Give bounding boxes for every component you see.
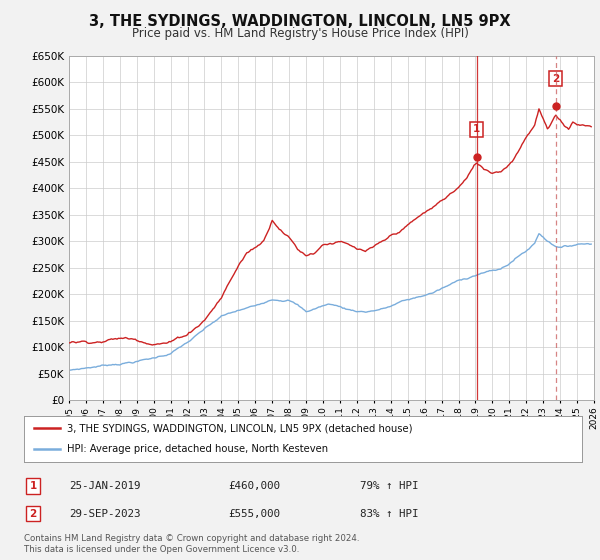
Text: Price paid vs. HM Land Registry's House Price Index (HPI): Price paid vs. HM Land Registry's House … (131, 27, 469, 40)
Text: This data is licensed under the Open Government Licence v3.0.: This data is licensed under the Open Gov… (24, 545, 299, 554)
Text: HPI: Average price, detached house, North Kesteven: HPI: Average price, detached house, Nort… (67, 445, 328, 455)
Text: £460,000: £460,000 (228, 481, 280, 491)
Text: 3, THE SYDINGS, WADDINGTON, LINCOLN, LN5 9PX: 3, THE SYDINGS, WADDINGTON, LINCOLN, LN5… (89, 14, 511, 29)
Text: 83% ↑ HPI: 83% ↑ HPI (360, 508, 419, 519)
Text: 25-JAN-2019: 25-JAN-2019 (69, 481, 140, 491)
Text: 2: 2 (552, 74, 559, 84)
Text: Contains HM Land Registry data © Crown copyright and database right 2024.: Contains HM Land Registry data © Crown c… (24, 534, 359, 543)
Text: 79% ↑ HPI: 79% ↑ HPI (360, 481, 419, 491)
Text: 2: 2 (29, 508, 37, 519)
Text: 3, THE SYDINGS, WADDINGTON, LINCOLN, LN5 9PX (detached house): 3, THE SYDINGS, WADDINGTON, LINCOLN, LN5… (67, 423, 412, 433)
Text: 29-SEP-2023: 29-SEP-2023 (69, 508, 140, 519)
Text: 1: 1 (473, 124, 480, 134)
Text: 1: 1 (29, 481, 37, 491)
Text: £555,000: £555,000 (228, 508, 280, 519)
